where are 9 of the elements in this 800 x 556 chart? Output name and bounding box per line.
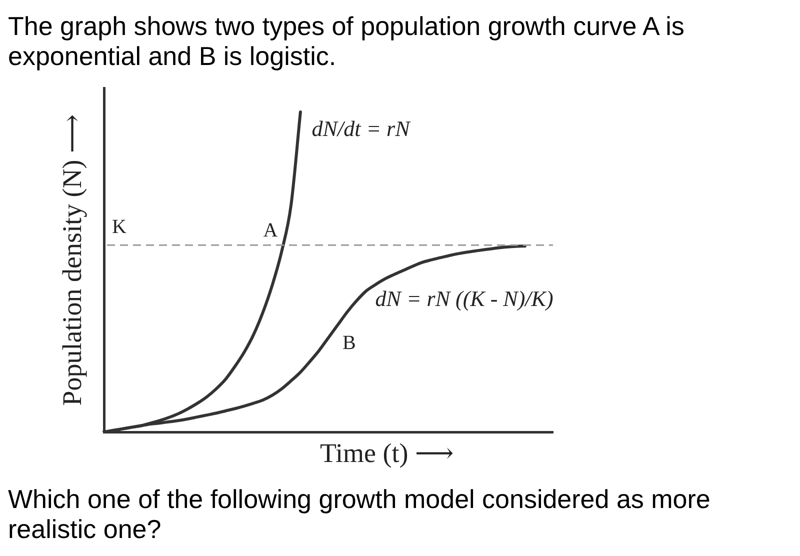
annotation: dN/dt = rN xyxy=(312,116,412,141)
series-label: A xyxy=(263,219,278,242)
chart-title: The graph shows two types of population growth curve A is exponential and B is logistic. xyxy=(8,10,686,73)
ref-line-label: K xyxy=(112,216,127,238)
annotation: dN = rN ((K - N)/K) xyxy=(375,286,554,311)
text: Which one of the following growth model considered as more realistic one? xyxy=(8,484,712,544)
series-label: B xyxy=(342,332,356,354)
y-axis-title: Population density (N) ⟶ xyxy=(57,114,88,406)
x-axis-title: Time (t) ⟶ xyxy=(320,438,454,468)
